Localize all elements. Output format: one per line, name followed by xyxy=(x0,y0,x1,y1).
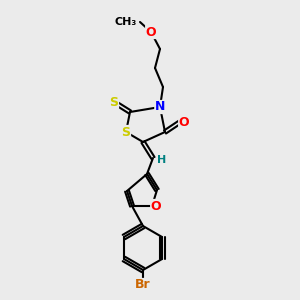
Text: Br: Br xyxy=(135,278,151,292)
Text: S: S xyxy=(122,125,130,139)
Text: CH₃: CH₃ xyxy=(115,17,137,27)
Text: O: O xyxy=(179,116,189,128)
Text: O: O xyxy=(151,200,161,212)
Text: H: H xyxy=(158,155,166,165)
Text: N: N xyxy=(155,100,165,113)
Text: S: S xyxy=(110,95,118,109)
Text: O: O xyxy=(146,26,156,38)
